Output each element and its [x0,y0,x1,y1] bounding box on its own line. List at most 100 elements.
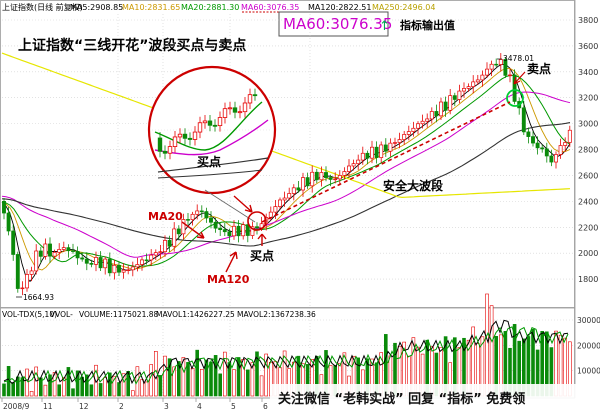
sell-label: 卖点 [527,61,551,76]
wave-label: 安全大波段 [383,178,444,193]
volume-bar-down [204,359,209,397]
candle-up [475,79,480,83]
inset-candle-up [167,146,173,154]
candle-down [11,230,16,255]
candle-up [278,199,282,207]
candle-up [439,101,443,117]
vvol-label: VVOL- [50,310,73,319]
price-tick-label: 3400 [578,68,598,77]
candle-up [301,177,305,191]
candle-up [397,139,402,143]
inset-candle-up [222,108,228,118]
candle-down [84,258,89,264]
inset-ma-line [157,169,263,179]
volume-bar-down [117,382,121,397]
candle-up [351,163,356,167]
volume-bar-up [232,369,236,397]
candle-up [34,250,39,272]
candle-up [140,259,144,265]
volume-bar-down [75,370,80,397]
inset-candle-down [162,150,168,154]
price-axis-labels: 1800 2000 2200 2400 2600 2800 3000 3200 3400 3600… [578,16,598,284]
ma20-label: MA20 [148,210,183,223]
candle-down [255,226,259,229]
candle-down [6,212,11,232]
volume-bar-up [172,366,176,397]
candle-up [370,146,374,159]
index-name-label: 上证指数(日线 前复权) [2,2,83,12]
volume-bar-up [131,390,135,397]
candle-down [452,95,457,100]
candle-up [172,228,177,247]
candle-down [204,211,209,219]
candle-down [71,250,75,252]
zoom-inset-content [152,88,272,179]
buy-callout-arrow-icon [233,195,253,213]
callout-value: MA60:3076.35 [283,15,392,33]
price-tick-label: 2800 [578,146,598,155]
price-tick-label: 3600 [578,42,598,51]
wave-dashed-line [261,101,511,223]
price-tick-label: 2400 [578,197,598,206]
candle-up [319,172,324,181]
volume-tick-label: 20000 [577,341,600,350]
volume-bar-down [158,375,163,397]
price-tick-label: 1800 [578,275,598,284]
volume-bar-up [144,381,149,397]
candle-up [411,127,416,132]
candle-down [540,147,545,150]
candle-down [227,231,232,237]
ma60-readout: MA60:3076.35 [241,3,299,12]
ma250-line [1,52,571,199]
candle-down [38,250,43,257]
inset-candle-down [232,107,238,113]
moving-average-lines [1,52,571,283]
candle-up [135,264,140,268]
price-tick-label: 3800 [578,16,598,25]
candle-up [268,211,273,218]
volume-bar-up [149,364,153,397]
volume-bar-up [52,372,57,397]
candle-up [558,145,563,155]
candle-up [342,171,347,176]
candle-down [80,257,85,260]
buy-point-circle [247,211,267,231]
candle-up [190,213,195,221]
candle-down [521,107,526,133]
low-label: 1664.93 [23,293,54,302]
volume-readout: VOLUME:1175021.88 [79,310,158,319]
candle-up [388,142,393,152]
volume-bar-up [121,373,126,397]
callout-arrow-icon: ↑ [379,19,390,34]
candle-up [485,68,489,76]
volume-ma-lines [3,319,569,385]
inset-candle-up [197,122,203,133]
candle-down [314,171,319,181]
ma-readout-bar: 上证指数(日线 前复权) MA5:2908.85 MA10:2831.65 MA… [2,2,435,13]
inset-candle-up [217,117,223,127]
inset-candle-up [192,131,198,140]
date-tick-label: 6 [263,402,268,411]
candle-up [282,197,287,201]
volume-bar-up [264,353,269,397]
candle-up [347,165,351,172]
volume-bar-down [213,355,218,397]
candle-up [310,171,315,187]
volume-bar-down [85,374,89,397]
candle-up [489,63,494,70]
inset-candle-down [157,137,163,152]
volume-bar-down [66,367,71,397]
candle-up [448,95,453,111]
candle-down [443,101,448,111]
candle-down [434,111,439,117]
ma20-arrow-icon [181,221,205,239]
inset-candle-down [182,133,188,139]
ma10-readout: MA10:2831.65 [122,3,180,12]
chart-title: 上证指数“三线开花”波段买点与卖点 [18,37,246,54]
date-tick-label: 4 [197,402,202,411]
volume-bar-down [48,374,52,397]
candle-up [379,144,384,158]
candle-down [176,228,181,235]
candle-up [563,142,568,146]
candle-down [144,259,149,262]
